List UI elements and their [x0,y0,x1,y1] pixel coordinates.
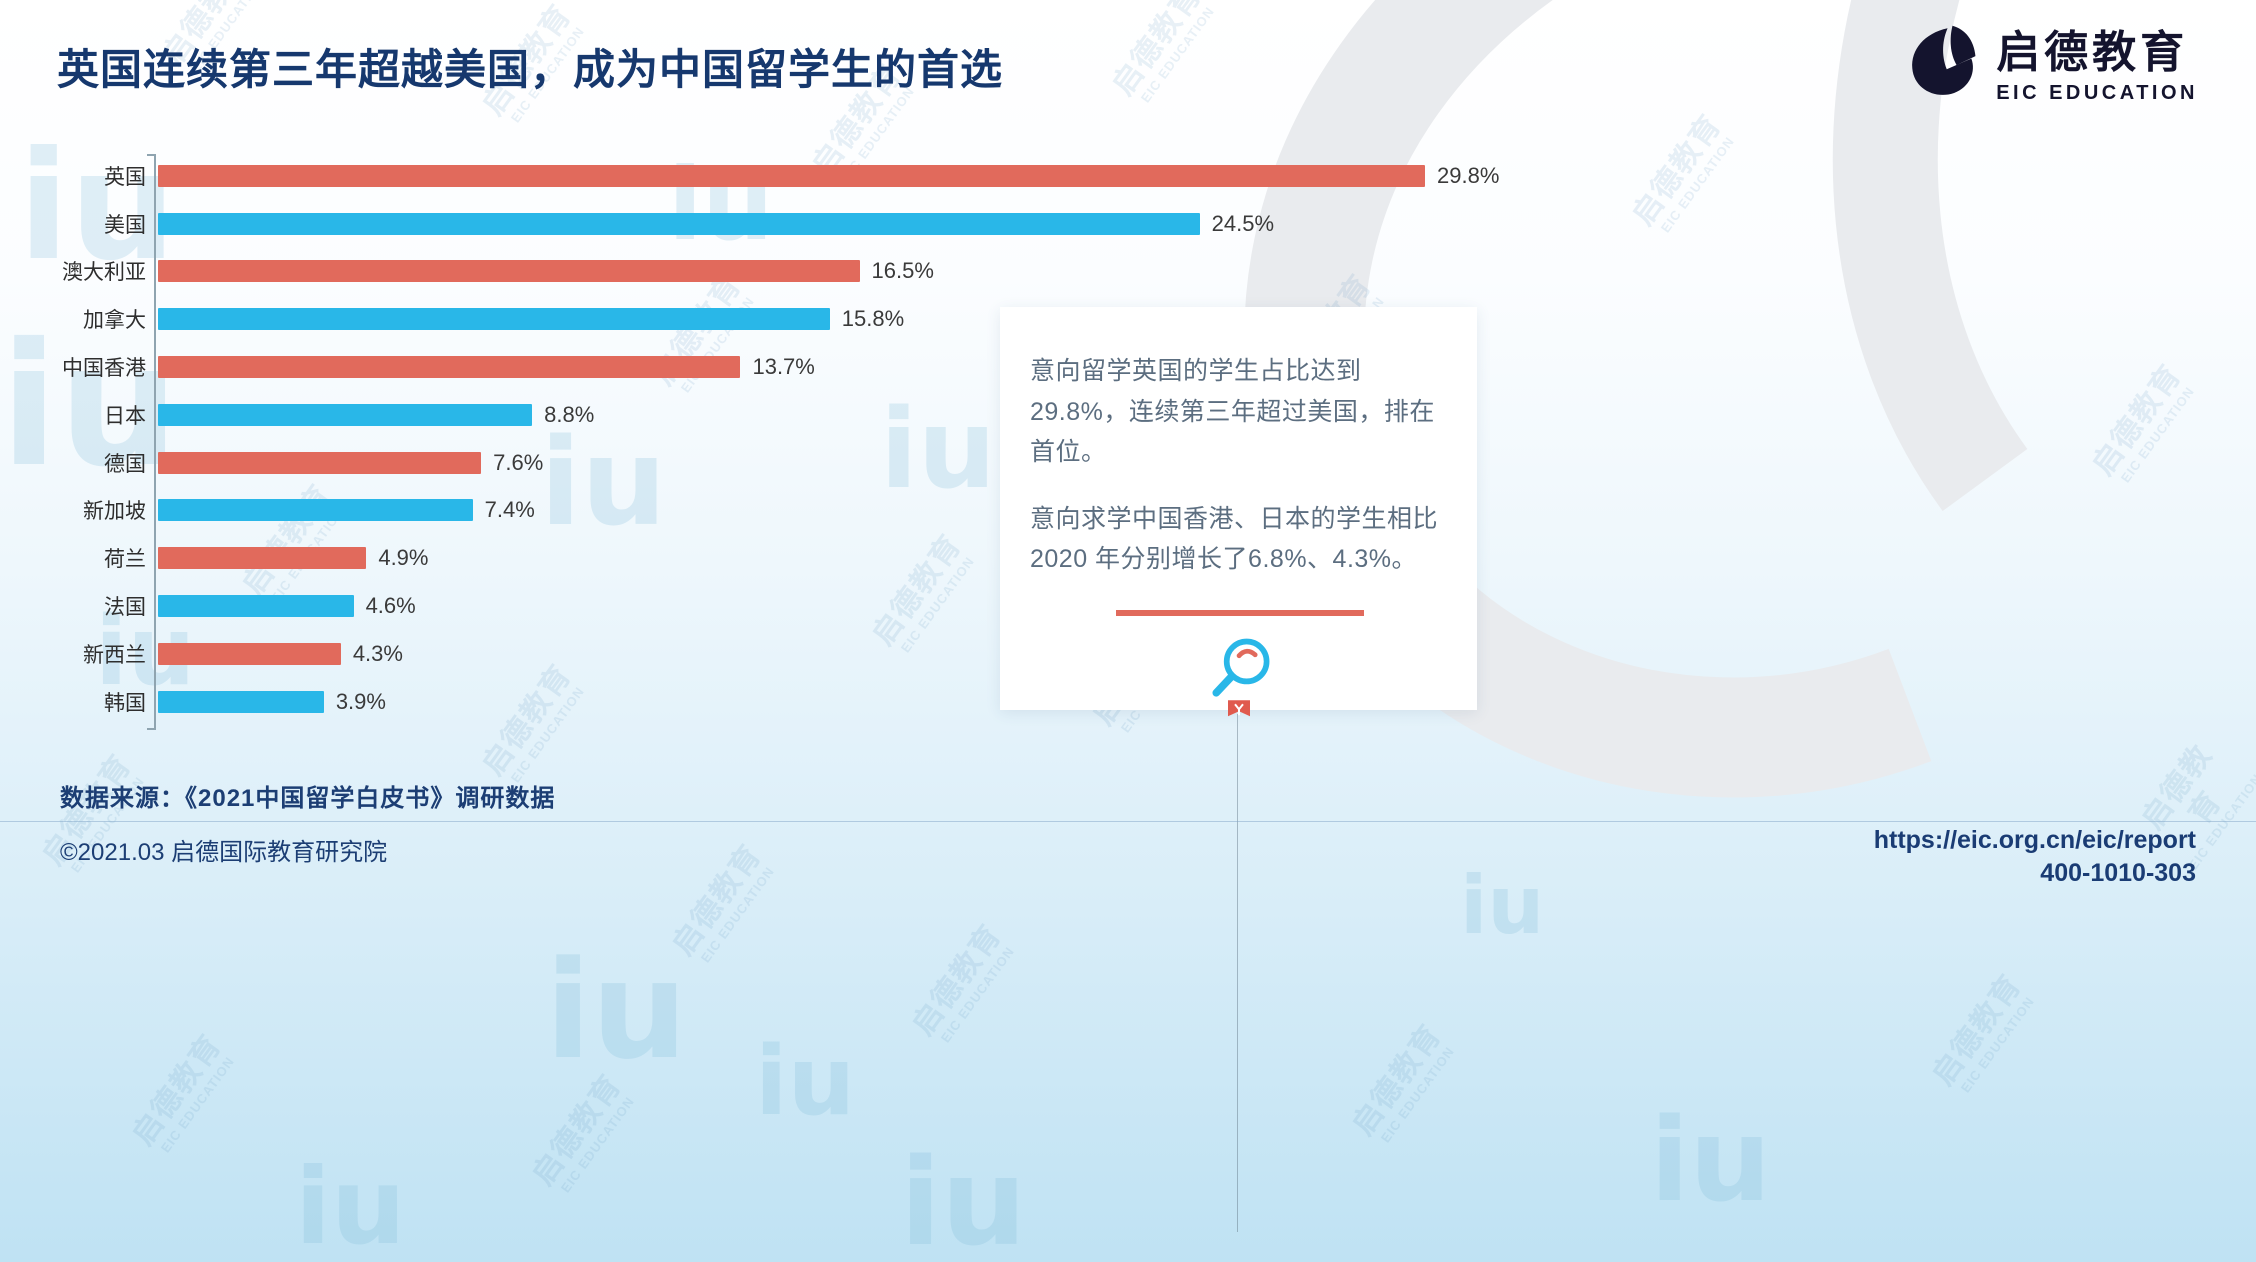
footer-report-url[interactable]: https://eic.org.cn/eic/report [1873,826,2196,854]
bar [158,547,367,570]
value-label: 4.9% [378,545,429,571]
category-label: 新加坡 [83,500,146,524]
bar-row: 中国香港 13.7% [50,343,1500,391]
value-label: 15.8% [841,306,905,332]
category-label: 德国 [104,452,146,476]
eic-logo-icon [1912,25,1976,95]
value-label: 16.5% [871,258,934,284]
bar-track: 3.9% [158,689,1500,715]
bar-track: 8.8% [158,402,1500,428]
category-label: 英国 [104,165,146,189]
bar-track: 24.5% [158,211,1500,237]
bar-row: 德国 7.6% [50,439,1500,487]
bar-row: 加拿大 15.8% [50,295,1500,343]
bar-row: 韩国 3.9% [50,678,1500,726]
footer-phone: 400-1010-303 [2040,859,2196,887]
eic-logo: 启德教育 EIC EDUCATION [1900,16,2198,105]
category-label: 日本 [104,404,146,428]
bar [158,308,830,331]
value-label: 29.8% [1437,162,1500,188]
category-label: 韩国 [104,691,146,715]
bar-row: 法国 4.6% [50,582,1500,630]
bar-track: 7.4% [158,497,1500,523]
category-label: 新西兰 [83,643,146,667]
bar-chart: 英国 29.8% 美国 24.5% 澳大利亚 16.5% 加拿大 15.8% 中国香港 13.7%… [50,152,1500,730]
watermark-logo-mark: iu [900,1134,1027,1262]
callout-paragraph-2: 意向求学中国香港、日本的学生相比 2020 年分别增长了6.8%、4.3%。 [1030,504,1439,574]
value-label: 3.9% [335,688,386,714]
bar-row: 日本 8.8% [50,391,1500,439]
callout-paragraph-1: 意向留学英国的学生占比达到29.8%，连续第三年超过美国，排在首位。 [1030,357,1435,466]
value-label: 13.7% [752,354,815,380]
category-label: 法国 [104,596,146,620]
bar-row: 新加坡 7.4% [50,487,1500,535]
watermark-logo-mark: iu [295,1146,406,1262]
value-label: 7.4% [484,497,535,523]
category-label: 加拿大 [83,309,146,333]
bar [158,499,473,522]
watermark-logo-mark: iu [1650,1094,1772,1228]
axis-line [147,154,156,730]
bar-row: 澳大利亚 16.5% [50,248,1500,296]
bar-row: 荷兰 4.9% [50,534,1500,582]
footer-source: 数据来源：《2021中国留学白皮书》调研数据 [60,785,556,812]
bar-track: 4.9% [158,545,1500,571]
category-label: 荷兰 [104,548,146,572]
bar [158,642,341,665]
bar [158,356,741,379]
footer-copyright: ©2021.03 启德国际教育研究院 [60,839,388,866]
bar-row: 新西兰 4.3% [50,630,1500,678]
category-label: 美国 [104,213,146,237]
magnifier-icon [1211,638,1269,697]
callout-divider [1115,609,1364,616]
bar [158,690,324,713]
bar [158,451,482,474]
page-title: 英国连续第三年超越美国，成为中国留学生的首选 [57,46,1004,93]
value-label: 4.6% [365,593,416,619]
bar-track: 4.6% [158,593,1500,619]
bar-track: 4.3% [158,641,1500,667]
category-label: 中国香港 [62,357,146,381]
bar [158,212,1200,235]
callout-card: 意向留学英国的学生占比达到29.8%，连续第三年超过美国，排在首位。 意向求学中… [1000,307,1477,717]
footer-divider [0,821,2256,822]
bar-rows: 英国 29.8% 美国 24.5% 澳大利亚 16.5% 加拿大 15.8% 中国香港 13.7%… [50,152,1500,726]
pin-icon [1227,700,1250,717]
value-label: 24.5% [1211,210,1275,236]
bar [158,595,354,618]
logo-text-cn: 启德教育 [1996,28,2189,77]
bar-track: 7.6% [158,450,1500,476]
bar-track: 15.8% [158,306,1500,332]
bar-row: 英国 29.8% [50,152,1500,200]
bar [158,260,860,283]
watermark-logo-mark: iu [755,1027,856,1137]
pin-connector-line [1237,714,1238,1232]
watermark-logo-mark: iu [545,932,688,1089]
bar-row: 美国 24.5% [50,200,1500,248]
logo-text-en: EIC EDUCATION [1996,82,2198,104]
value-label: 8.8% [544,401,595,427]
bar-track: 13.7% [158,354,1500,380]
bar-track: 16.5% [158,258,1500,284]
bar-track: 29.8% [158,163,1500,189]
bar [158,403,533,426]
logo-text: 启德教育 EIC EDUCATION [1996,16,2198,105]
value-label: 7.6% [493,449,544,475]
value-label: 4.3% [352,640,403,666]
bar [158,164,1425,187]
category-label: 澳大利亚 [62,261,146,285]
footer-contact: https://eic.org.cn/eic/report 400-1010-3… [1874,826,2196,888]
watermark-logo-mark: iu [1460,859,1545,952]
